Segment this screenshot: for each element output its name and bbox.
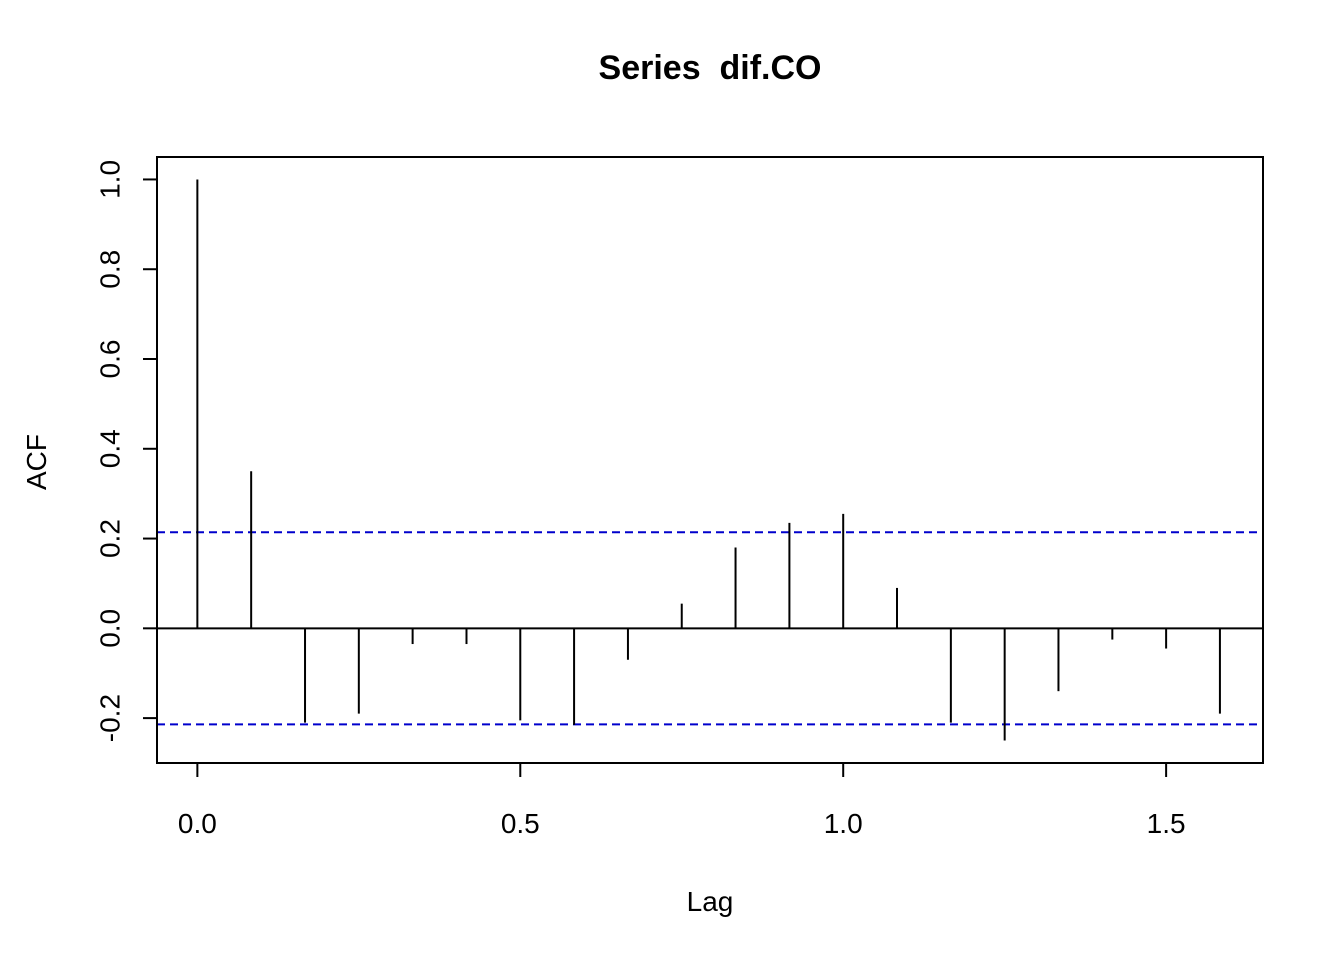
plot-area: 0.0 0.5 1.0 1.5 -0.2 0.0 0.2 0.4 0.6 0.8 1.0 <box>94 160 1263 839</box>
y-tick-label: 0.8 <box>94 250 125 289</box>
x-tick-label: 1.0 <box>824 808 863 839</box>
y-tick-label: 0.0 <box>94 609 125 648</box>
y-tick-label: 0.4 <box>94 429 125 468</box>
x-tick-label: 0.5 <box>501 808 540 839</box>
y-axis-label: ACF <box>21 434 52 490</box>
x-tick-label: 0.0 <box>178 808 217 839</box>
x-tick-label: 1.5 <box>1147 808 1186 839</box>
chart-title: Series dif.CO <box>599 49 822 87</box>
plot-frame <box>156 156 1264 764</box>
x-axis-label: Lag <box>687 886 734 917</box>
y-tick-label: 0.2 <box>94 519 125 558</box>
y-tick-label: 0.6 <box>94 340 125 379</box>
y-tick-label: 1.0 <box>94 160 125 199</box>
y-tick-label: -0.2 <box>94 694 125 742</box>
